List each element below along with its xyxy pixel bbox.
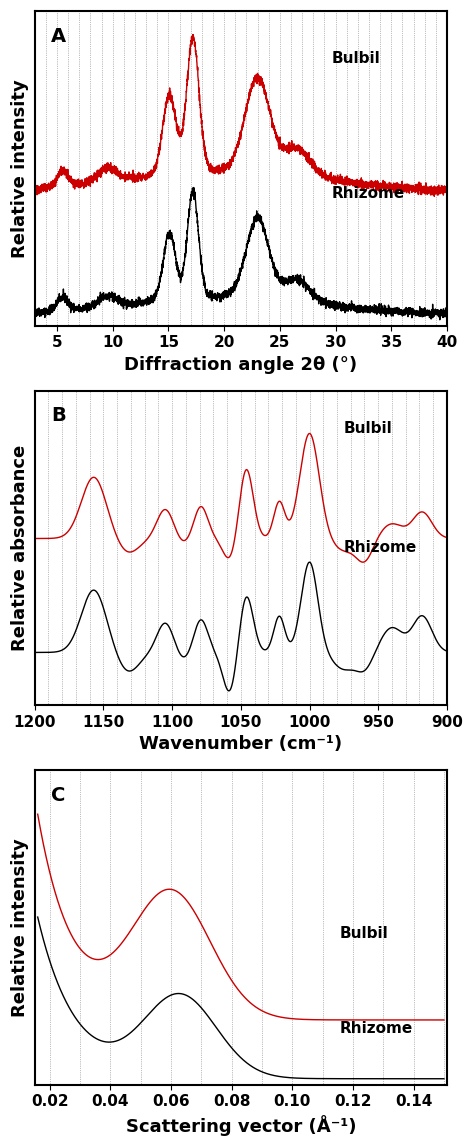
Y-axis label: Relative absorbance: Relative absorbance [11, 445, 29, 651]
Text: A: A [51, 26, 66, 46]
Text: B: B [51, 406, 66, 426]
Text: C: C [51, 786, 65, 805]
Text: Bulbil: Bulbil [344, 421, 392, 436]
Text: Rhizome: Rhizome [344, 540, 417, 555]
Y-axis label: Relative intensity: Relative intensity [11, 838, 29, 1016]
X-axis label: Wavenumber (cm⁻¹): Wavenumber (cm⁻¹) [139, 735, 342, 754]
Text: Bulbil: Bulbil [331, 50, 380, 65]
Text: Rhizome: Rhizome [340, 1021, 413, 1036]
Y-axis label: Relative intensity: Relative intensity [11, 79, 29, 258]
X-axis label: Diffraction angle 2θ (°): Diffraction angle 2θ (°) [124, 356, 357, 374]
X-axis label: Scattering vector (Å⁻¹): Scattering vector (Å⁻¹) [126, 1115, 356, 1136]
Text: Rhizome: Rhizome [331, 186, 405, 201]
Text: Bulbil: Bulbil [340, 926, 389, 942]
